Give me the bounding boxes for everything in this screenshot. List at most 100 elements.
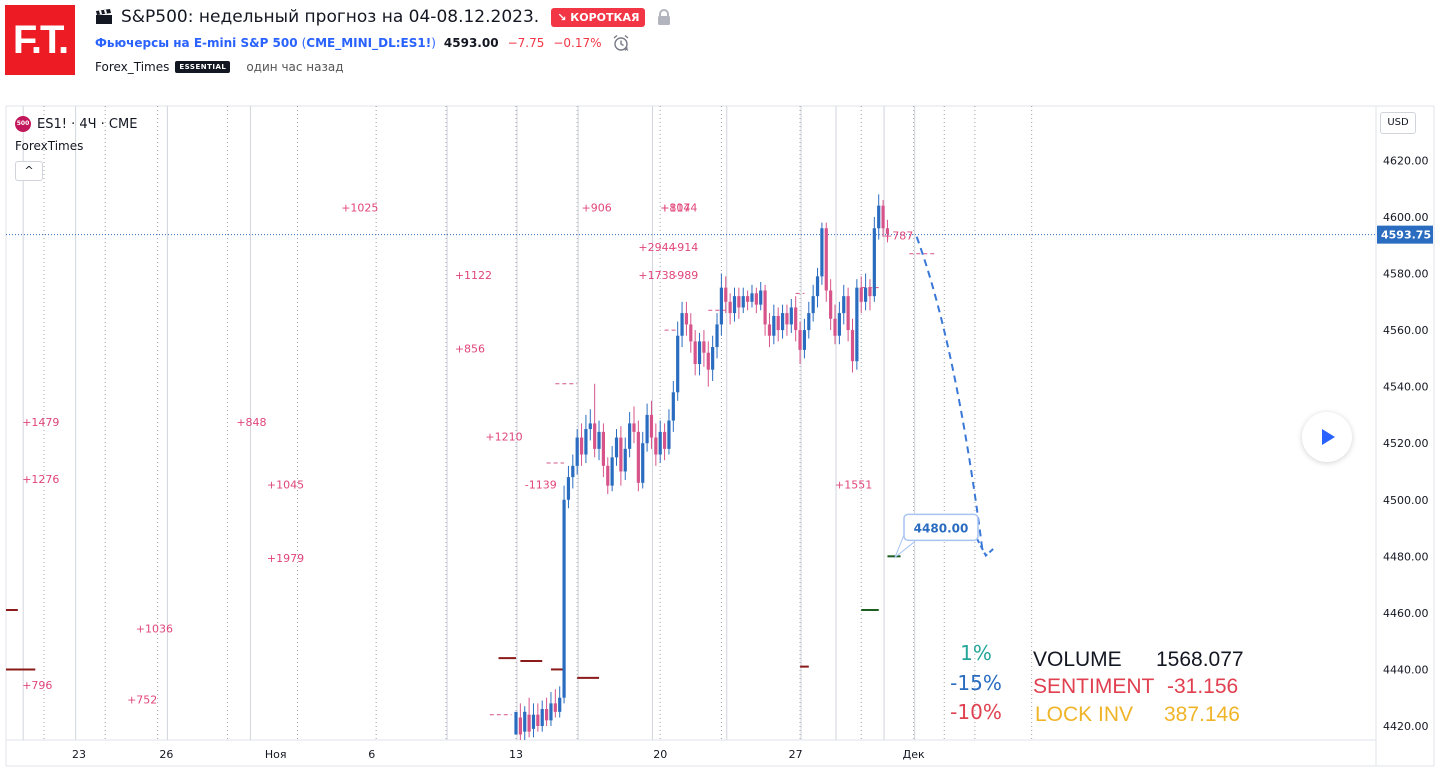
- candle: [759, 282, 763, 311]
- candle: [558, 686, 562, 718]
- candle: [610, 446, 614, 492]
- volume-label: +1036: [136, 623, 173, 636]
- y-tick-label: 4520.00: [1383, 437, 1429, 450]
- volume-label: +817: [660, 201, 690, 214]
- candle-body: [859, 287, 863, 302]
- candle: [833, 304, 837, 345]
- volume-stat-value: 1568.077: [1156, 648, 1244, 671]
- candle-body: [732, 296, 737, 314]
- symbol-name-link[interactable]: Фьючерсы на E-mini S&P 500: [95, 36, 298, 50]
- candle-body: [689, 324, 693, 342]
- alarm-clock-icon[interactable]: [612, 34, 630, 52]
- volume-label: +1276: [22, 473, 59, 486]
- candle-body: [750, 293, 754, 302]
- candle-body: [632, 423, 636, 432]
- candle: [544, 697, 549, 726]
- candle-body: [544, 709, 549, 721]
- symbol-row: Фьючерсы на E-mini S&P 500 ( CME_MINI_DL…: [95, 33, 630, 53]
- candle-body: [759, 290, 763, 305]
- indicator-name[interactable]: ForexTimes: [15, 139, 84, 153]
- candle-body: [702, 341, 706, 353]
- candle-body: [728, 301, 732, 314]
- candle: [785, 304, 789, 336]
- candle: [868, 279, 872, 311]
- direction-badge: ↘ КОРОТКАЯ: [551, 7, 646, 27]
- stat-pct-lock: -10%: [950, 700, 1002, 724]
- candle-body: [523, 711, 527, 732]
- y-tick-label: 4480.00: [1383, 550, 1429, 563]
- candle-body: [558, 697, 562, 712]
- play-button[interactable]: [1302, 412, 1352, 462]
- candle-body: [850, 330, 855, 362]
- candle-body: [811, 296, 815, 314]
- currency-selector[interactable]: USD: [1380, 112, 1416, 134]
- author-logo[interactable]: F.T.: [5, 5, 75, 75]
- candle-body: [829, 290, 833, 319]
- candle: [706, 341, 710, 387]
- candle-body: [864, 287, 868, 302]
- candle: [746, 290, 750, 311]
- collapse-legend-button[interactable]: ^: [15, 161, 43, 181]
- candle-body: [597, 431, 601, 449]
- sentiment-stat-value: -31.156: [1167, 675, 1238, 698]
- candle-body: [641, 443, 645, 483]
- candle: [689, 313, 693, 353]
- candle: [732, 287, 737, 322]
- chart-area[interactable]: 4420.00 4440.00 4460.00 4480.00 4500.00 4520.…: [0, 100, 1440, 774]
- candle-body: [671, 392, 675, 421]
- x-tick-label: 20: [653, 748, 667, 761]
- candle-body: [776, 315, 780, 331]
- candle-body: [628, 423, 632, 449]
- candle-body: [802, 330, 807, 350]
- candle: [719, 273, 723, 336]
- candle-body: [724, 287, 728, 302]
- y-tick-label: 4420.00: [1383, 720, 1429, 733]
- candle: [811, 284, 815, 322]
- candle: [754, 287, 758, 314]
- x-tick-label: 6: [368, 748, 375, 761]
- candle-body: [649, 414, 654, 438]
- candle-body: [684, 313, 689, 325]
- candle-body: [527, 714, 531, 732]
- candle-body: [754, 293, 758, 305]
- candle: [571, 454, 575, 489]
- target-callout-box: [903, 513, 979, 542]
- x-tick-label: 23: [72, 748, 86, 761]
- volume-label: +1044: [660, 201, 697, 214]
- candle-body: [553, 703, 557, 712]
- x-tick-label: 27: [789, 748, 803, 761]
- candle: [531, 703, 536, 738]
- volume-label: -914: [673, 241, 698, 254]
- candle-body: [693, 341, 697, 365]
- candle-body: [667, 420, 671, 449]
- candle-body: [514, 711, 518, 735]
- candle: [514, 711, 518, 735]
- candle: [523, 706, 527, 740]
- candle: [815, 267, 820, 308]
- candle-body: [593, 423, 597, 449]
- stat-pct-positive: 1%: [960, 641, 992, 665]
- lock-inv-stat-value: 387.146: [1164, 703, 1240, 726]
- candle-body: [815, 276, 820, 297]
- candle-body: [588, 423, 592, 430]
- forecast-arrow-path: [915, 236, 984, 554]
- symbol-code-link[interactable]: CME_MINI_DL:ES1!: [306, 36, 432, 50]
- chart-symbol-legend[interactable]: 500 ES1! · 4Ч · CME: [15, 116, 137, 132]
- chart-svg[interactable]: 4420.00 4440.00 4460.00 4480.00 4500.00 4520.…: [0, 100, 1440, 774]
- candle-body: [737, 296, 741, 308]
- clapperboard-icon: [96, 9, 112, 24]
- author-name-link[interactable]: Forex_Times: [95, 60, 170, 74]
- candle: [662, 423, 667, 461]
- candle-body: [715, 324, 719, 348]
- candle-body: [540, 709, 544, 726]
- candle: [518, 703, 522, 740]
- candle-body: [623, 448, 627, 472]
- candle: [614, 429, 619, 466]
- price-change: −7.75: [507, 36, 545, 50]
- candle: [623, 437, 627, 480]
- paren-close: ): [431, 36, 436, 50]
- volume-stat-label: VOLUME: [1033, 648, 1122, 671]
- current-price-tag: [1377, 225, 1433, 244]
- candle-body: [842, 296, 846, 314]
- candle: [737, 287, 741, 319]
